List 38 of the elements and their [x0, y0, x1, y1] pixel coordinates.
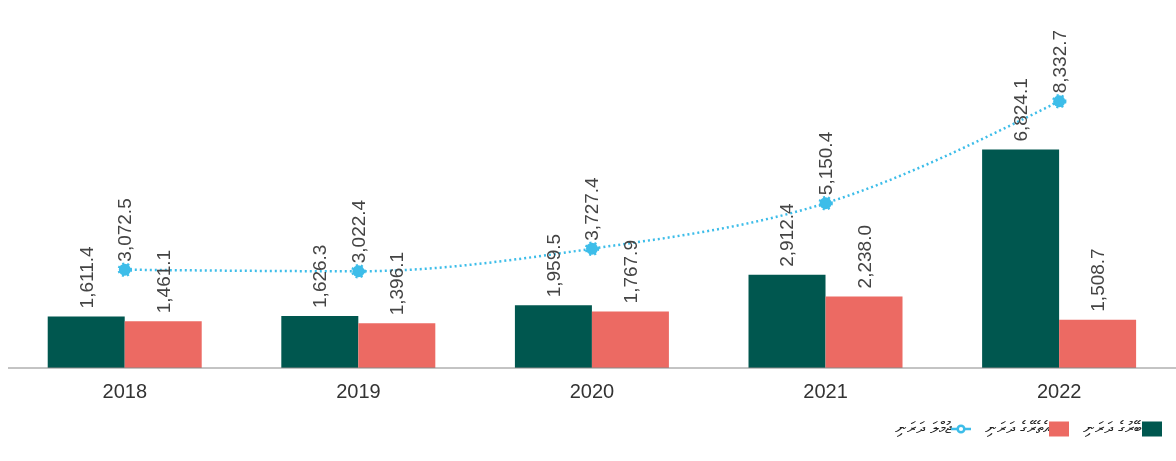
data-label: 1,767.9 [619, 240, 641, 304]
point [351, 264, 366, 279]
x-tick-label: 2022 [1036, 380, 1082, 403]
bar [982, 149, 1060, 368]
bar [825, 296, 903, 368]
x-tick-label: 2021 [803, 380, 848, 403]
data-label: 1,461.1 [152, 249, 174, 314]
data-label: 2,912.4 [776, 202, 798, 267]
legend-label: ޖުމްލަ ދަރަނި [894, 418, 951, 437]
point [818, 195, 833, 211]
bar [358, 323, 436, 368]
data-label: 3,072.5 [114, 198, 136, 262]
data-label: 5,150.4 [815, 131, 837, 196]
bar [281, 315, 359, 368]
data-label: 3,727.4 [581, 176, 603, 241]
data-label: 1,508.7 [1087, 248, 1109, 312]
bar [1059, 319, 1137, 368]
x-tick-label: 2019 [336, 380, 381, 403]
legend-label: ބޭރުގެ ދަރަނި [1082, 418, 1142, 437]
x-tick-label: 2020 [569, 380, 615, 403]
data-label: 8,332.7 [1048, 29, 1070, 94]
x-tick-label: 2018 [102, 380, 148, 403]
point [584, 241, 600, 256]
data-label: 1,959.5 [542, 233, 564, 298]
bar [591, 311, 669, 368]
bar [514, 305, 592, 368]
legend-label: އެތެރޭގެ ދަރަނި [984, 418, 1049, 437]
point [1051, 94, 1067, 109]
data-label: 1,611.4 [75, 246, 97, 309]
bar [748, 274, 826, 368]
data-label: 6,824.1 [1010, 78, 1032, 142]
data-label: 1,626.3 [309, 244, 331, 308]
data-label: 3,022.4 [347, 199, 369, 264]
data-label: 1,396.1 [386, 251, 408, 316]
bar [47, 316, 125, 368]
bar [124, 321, 202, 368]
data-label: 2,238.0 [853, 224, 875, 289]
point [117, 262, 133, 277]
